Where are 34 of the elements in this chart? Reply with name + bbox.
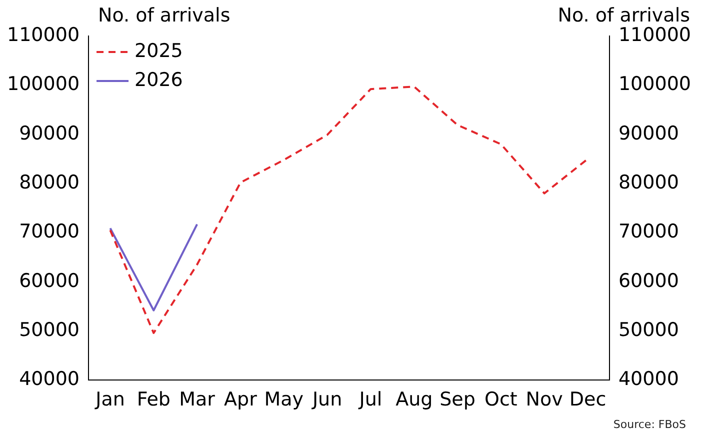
y-tick-label: 110000 [7,24,80,46]
y-tick-label: 80000 [19,171,80,194]
x-tick-label: Jun [311,388,342,411]
y-tick-label: 70000 [19,220,80,243]
y2-tick-label: 100000 [618,73,691,96]
legend-label: 2026 [134,68,183,91]
x-tick-label: Oct [484,388,518,411]
x-tick-label: May [264,388,304,411]
y-tick-label: 40000 [19,368,80,390]
x-tick-label: Feb [136,388,170,411]
x-tick-label: Aug [396,388,433,411]
y-tick-label: 100000 [7,73,80,96]
legend-label: 2025 [134,40,183,62]
x-tick-label: Apr [224,388,258,411]
y2-tick-label: 40000 [618,368,679,390]
x-tick-label: Nov [526,388,563,411]
x-tick-label: Dec [569,388,606,411]
y-tick-label: 90000 [19,122,80,144]
y2-tick-label: 80000 [618,171,679,194]
y-tick-label: 60000 [19,270,80,292]
y2-tick-label: 60000 [618,270,679,292]
y2-tick-label: 110000 [618,24,691,46]
x-tick-label: Mar [179,388,216,411]
y2-tick-label: 50000 [618,318,679,341]
y-tick-label: 50000 [19,318,80,341]
y2-tick-label: 70000 [618,220,679,243]
source-note: Source: FBoS [613,418,686,431]
y-axis-title: No. of arrivals [98,4,230,26]
x-tick-label: Jul [358,388,382,411]
line-series [109,86,589,334]
y2-tick-label: 90000 [618,122,679,144]
x-tick-label: Jan [94,388,125,411]
y2-axis-title: No. of arrivals [558,4,690,26]
x-tick-label: Sep [440,388,476,411]
